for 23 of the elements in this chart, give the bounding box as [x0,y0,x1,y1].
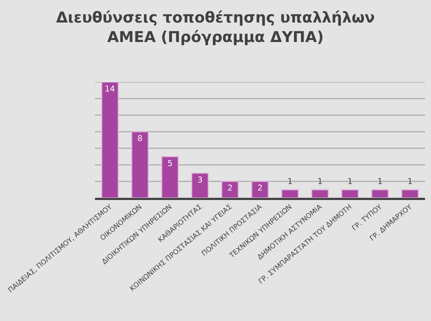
bar [311,189,329,198]
bar [401,189,419,198]
data-label: 1 [287,177,293,186]
data-label: 3 [197,175,203,184]
bar [251,180,269,198]
bar [131,131,149,198]
bar [341,189,359,198]
bar [221,180,239,198]
bar [281,189,299,198]
data-label: 2 [257,184,263,193]
data-label: 1 [347,177,353,186]
data-label: 5 [167,158,173,168]
data-label: 1 [317,177,323,186]
bar [371,189,389,198]
chart-title: Διευθύνσεις τοποθέτησης υπαλλήλων ΑΜΕΑ (Πρόγραμμα ΔΥΠΑ) [56,8,375,46]
data-label: 1 [377,177,383,186]
bar [161,156,179,198]
data-label: 14 [104,84,116,94]
bar [101,82,119,198]
data-label: 1 [407,177,413,186]
bar [191,172,209,198]
data-label: 2 [227,184,233,193]
data-label: 8 [137,134,142,143]
